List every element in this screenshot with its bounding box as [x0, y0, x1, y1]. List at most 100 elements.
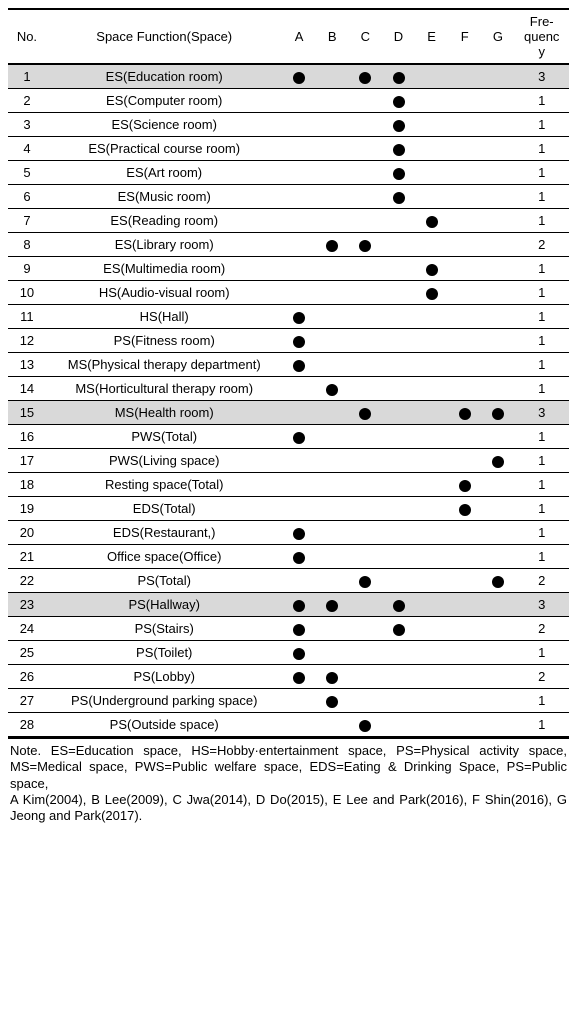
cell-mark: [415, 353, 448, 377]
cell-mark: [316, 329, 349, 353]
cell-mark: [448, 545, 481, 569]
cell-mark: [349, 89, 382, 113]
cell-mark: [481, 233, 514, 257]
cell-space: ES(Multimedia room): [46, 257, 283, 281]
cell-space: PS(Outside space): [46, 713, 283, 738]
table-row: 13MS(Physical therapy department)1: [8, 353, 569, 377]
cell-mark: [349, 401, 382, 425]
dot-icon: [393, 600, 405, 612]
dot-icon: [326, 384, 338, 396]
cell-mark: [448, 161, 481, 185]
cell-no: 9: [8, 257, 46, 281]
cell-mark: [382, 617, 415, 641]
dot-icon: [393, 72, 405, 84]
cell-freq: 1: [514, 689, 569, 713]
table-row: 1ES(Education room)3: [8, 64, 569, 89]
cell-freq: 1: [514, 329, 569, 353]
dot-icon: [359, 720, 371, 732]
cell-mark: [481, 665, 514, 689]
cell-freq: 1: [514, 521, 569, 545]
cell-freq: 1: [514, 185, 569, 209]
cell-mark: [481, 305, 514, 329]
cell-no: 11: [8, 305, 46, 329]
cell-freq: 1: [514, 377, 569, 401]
cell-mark: [481, 425, 514, 449]
cell-space: PS(Underground parking space): [46, 689, 283, 713]
cell-mark: [316, 209, 349, 233]
cell-mark: [382, 401, 415, 425]
cell-mark: [283, 257, 316, 281]
cell-mark: [382, 425, 415, 449]
cell-mark: [382, 497, 415, 521]
cell-mark: [316, 593, 349, 617]
cell-mark: [283, 209, 316, 233]
table-row: 6ES(Music room)1: [8, 185, 569, 209]
cell-mark: [481, 329, 514, 353]
cell-mark: [283, 64, 316, 89]
cell-mark: [349, 569, 382, 593]
cell-mark: [448, 137, 481, 161]
table-row: 11HS(Hall)1: [8, 305, 569, 329]
cell-mark: [382, 353, 415, 377]
cell-freq: 1: [514, 305, 569, 329]
cell-mark: [316, 377, 349, 401]
cell-mark: [382, 305, 415, 329]
table-row: 16PWS(Total)1: [8, 425, 569, 449]
cell-mark: [283, 665, 316, 689]
dot-icon: [359, 408, 371, 420]
header-col-g: G: [481, 9, 514, 64]
cell-freq: 3: [514, 401, 569, 425]
cell-mark: [481, 209, 514, 233]
cell-mark: [448, 713, 481, 738]
cell-space: PS(Hallway): [46, 593, 283, 617]
cell-mark: [382, 113, 415, 137]
cell-mark: [382, 569, 415, 593]
cell-mark: [283, 353, 316, 377]
header-col-a: A: [283, 9, 316, 64]
table-row: 5ES(Art room)1: [8, 161, 569, 185]
cell-mark: [448, 113, 481, 137]
cell-mark: [415, 281, 448, 305]
cell-no: 1: [8, 64, 46, 89]
cell-mark: [448, 233, 481, 257]
cell-no: 17: [8, 449, 46, 473]
table-row: 12PS(Fitness room)1: [8, 329, 569, 353]
cell-freq: 1: [514, 89, 569, 113]
cell-no: 19: [8, 497, 46, 521]
cell-mark: [349, 257, 382, 281]
cell-no: 21: [8, 545, 46, 569]
table-body: 1ES(Education room)32ES(Computer room)13…: [8, 64, 569, 737]
dot-icon: [459, 408, 471, 420]
dot-icon: [492, 408, 504, 420]
cell-mark: [382, 329, 415, 353]
dot-icon: [359, 240, 371, 252]
cell-mark: [283, 233, 316, 257]
cell-freq: 1: [514, 113, 569, 137]
cell-mark: [481, 377, 514, 401]
cell-mark: [382, 665, 415, 689]
cell-mark: [316, 89, 349, 113]
cell-no: 10: [8, 281, 46, 305]
cell-mark: [316, 497, 349, 521]
cell-mark: [349, 64, 382, 89]
cell-mark: [382, 137, 415, 161]
cell-no: 8: [8, 233, 46, 257]
cell-mark: [382, 377, 415, 401]
cell-mark: [382, 641, 415, 665]
cell-mark: [316, 521, 349, 545]
cell-mark: [382, 185, 415, 209]
cell-mark: [349, 161, 382, 185]
cell-freq: 1: [514, 353, 569, 377]
cell-mark: [382, 689, 415, 713]
cell-mark: [316, 401, 349, 425]
dot-icon: [293, 624, 305, 636]
cell-freq: 1: [514, 257, 569, 281]
cell-mark: [415, 209, 448, 233]
cell-mark: [448, 593, 481, 617]
cell-mark: [415, 497, 448, 521]
dot-icon: [426, 216, 438, 228]
cell-freq: 3: [514, 593, 569, 617]
cell-mark: [349, 641, 382, 665]
cell-mark: [415, 64, 448, 89]
cell-mark: [382, 89, 415, 113]
